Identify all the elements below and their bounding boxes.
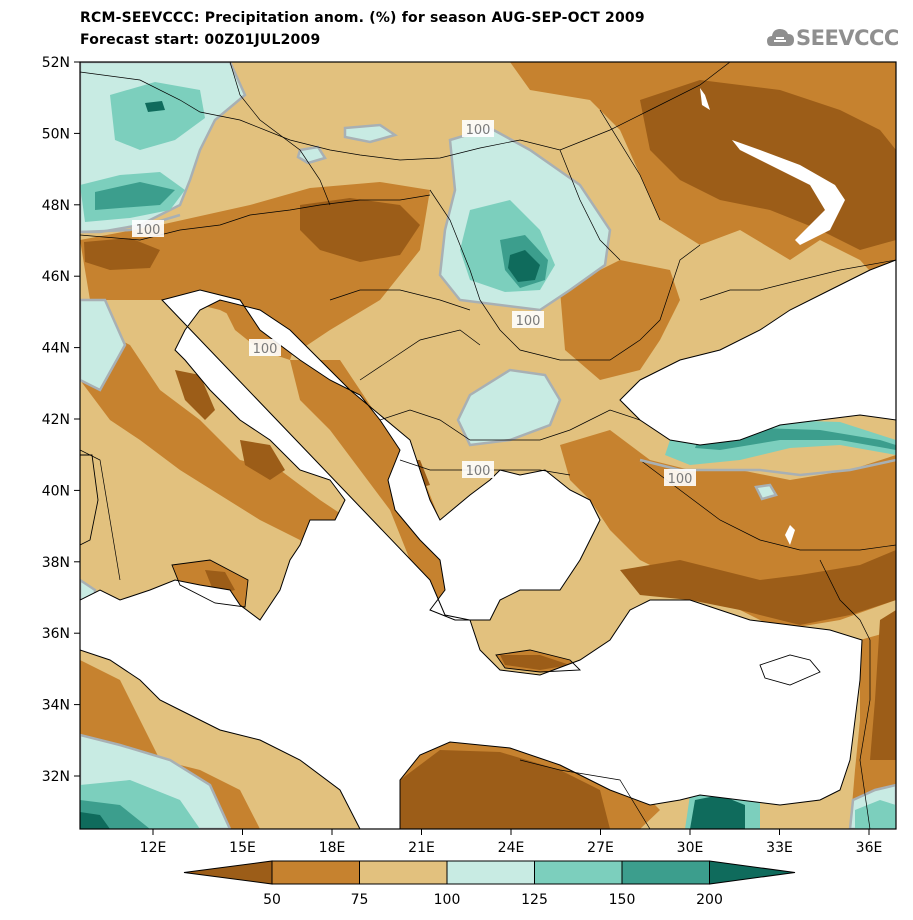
contour-label: 100 <box>253 342 278 357</box>
sea-areas <box>80 259 896 829</box>
legend-label: 150 <box>609 892 636 908</box>
contour-label-bg <box>462 461 494 478</box>
lon-tick-label: 33E <box>766 840 793 856</box>
contour-label-bg <box>462 120 494 137</box>
legend-swatch <box>621 860 710 885</box>
contour-label-bg <box>249 339 281 356</box>
lat-tick-label: 52N <box>42 55 70 71</box>
legend-label: 125 <box>521 892 548 908</box>
seevccc-logo: SEEVCCC <box>766 22 902 56</box>
lon-tick-label: 21E <box>408 840 435 856</box>
contour-labels: 100 100 100 100 100 100 <box>132 120 696 487</box>
lat-tick-label: 48N <box>42 198 70 214</box>
masked-areas <box>700 88 845 545</box>
lon-tick-label: 18E <box>319 840 346 856</box>
legend-swatch <box>271 860 360 885</box>
legend-label: 75 <box>351 892 369 908</box>
contour-label-bg <box>132 220 164 237</box>
legend-swatch <box>709 860 796 885</box>
lon-tick-label: 24E <box>498 840 525 856</box>
forecast-start-label: Forecast start: 00Z01JUL2009 <box>80 32 321 48</box>
legend-label: 50 <box>263 892 281 908</box>
contour-label: 100 <box>466 123 491 138</box>
cloud-icon <box>767 29 794 46</box>
lon-tick-label: 12E <box>140 840 167 856</box>
lon-tick-label: 27E <box>587 840 614 856</box>
legend-swatch <box>534 860 623 885</box>
lat-tick-label: 42N <box>42 412 70 428</box>
contour-label-bg <box>512 311 544 328</box>
lon-tick-label: 36E <box>856 840 883 856</box>
legend-label: 100 <box>434 892 461 908</box>
lat-tick-label: 32N <box>42 769 70 785</box>
contour-label: 100 <box>668 472 693 487</box>
lat-tick-label: 44N <box>42 341 70 357</box>
map-frame <box>79 61 897 830</box>
contour-label: 100 <box>516 314 541 329</box>
lat-tick-label: 36N <box>42 626 70 642</box>
anomaly-125-150-regions <box>80 82 896 829</box>
map-title: RCM-SEEVCCC: Precipitation anom. (%) for… <box>80 10 645 26</box>
lat-tick-label: 40N <box>42 483 70 499</box>
color-legend: 50 75 100 125 150 200 <box>183 860 796 908</box>
island-coastlines <box>80 454 821 686</box>
legend-swatch <box>359 860 448 885</box>
legend-swatch <box>446 860 535 885</box>
legend-swatch <box>183 860 273 885</box>
legend-label: 200 <box>696 892 723 908</box>
contour-label-bg <box>664 469 696 486</box>
lat-tick-label: 50N <box>42 126 70 142</box>
lat-tick-label: 34N <box>42 698 70 714</box>
latitude-axis: 52N 50N 48N 46N 44N 42N 40N 38N 36N 34N 32N <box>42 55 80 785</box>
longitude-axis: 12E 15E 18E 21E 24E 27E 30E 33E 36E <box>140 829 883 856</box>
contour-label: 100 <box>466 464 491 479</box>
lon-tick-label: 15E <box>229 840 256 856</box>
contour-label: 100 <box>136 223 161 238</box>
lat-tick-label: 46N <box>42 269 70 285</box>
anomaly-above-200-regions <box>80 101 745 829</box>
logo-text: SEEVCCC <box>796 26 899 50</box>
country-borders <box>80 62 896 829</box>
lon-tick-label: 30E <box>677 840 704 856</box>
lat-tick-label: 38N <box>42 555 70 571</box>
